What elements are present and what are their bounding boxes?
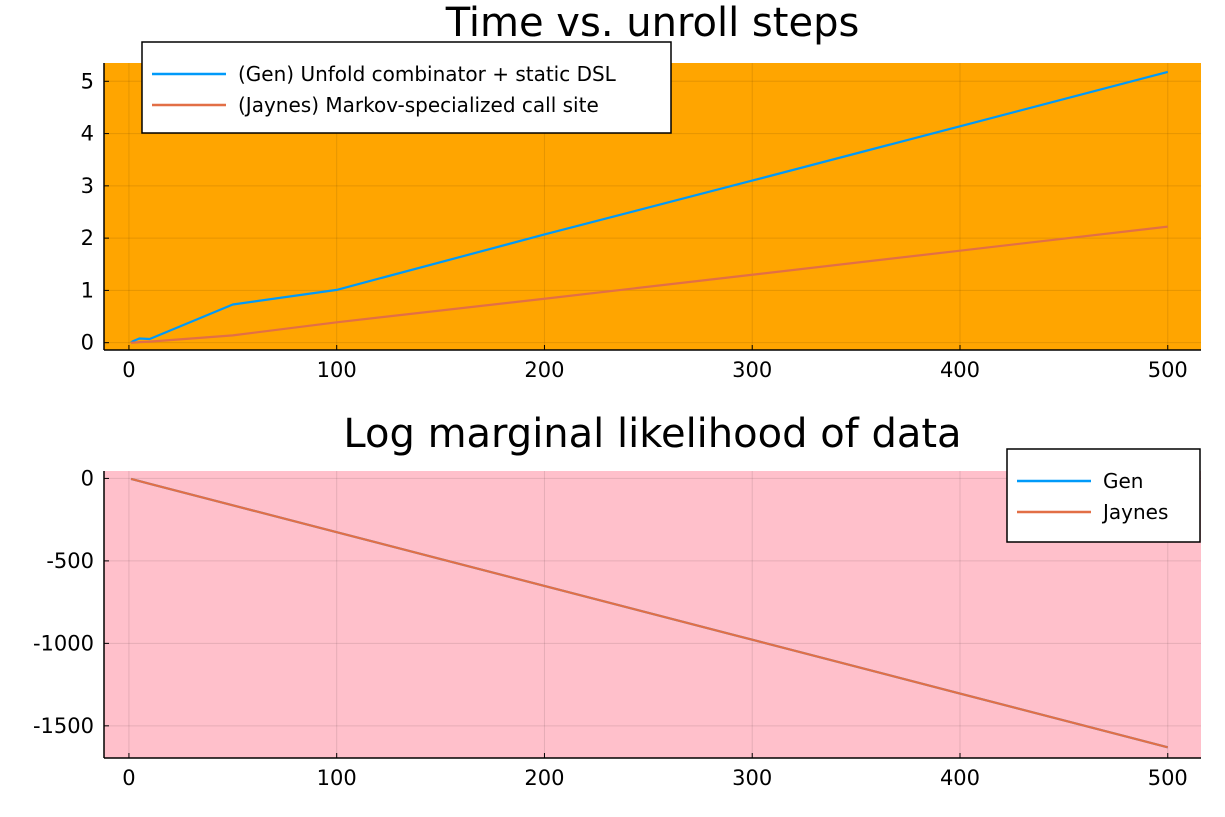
x-tick-label: 200 <box>524 766 564 790</box>
y-tick-label: 1 <box>81 278 94 302</box>
tick-labels: 0 100 200 300 400 500 0 -500 -1000 -1500 <box>33 466 1188 790</box>
series-lines <box>130 70 1169 344</box>
y-tick-label: -1500 <box>33 714 94 738</box>
x-tick-label: 100 <box>317 358 357 382</box>
time-panel: 0 100 200 300 400 500 0 1 2 3 4 5 Time vs. unroll s… <box>81 0 1201 382</box>
axes <box>103 63 1201 351</box>
y-tick-label: 2 <box>81 226 94 250</box>
axes <box>103 471 1201 759</box>
y-tick-label: 0 <box>81 466 94 490</box>
x-tick-label: 500 <box>1148 766 1188 790</box>
series-line-0 <box>130 70 1169 344</box>
legend: (Gen) Unfold combinator + static DSL (Ja… <box>141 41 672 134</box>
legend-label-jaynes-markov: (Jaynes) Markov-specialized call site <box>238 93 599 117</box>
legend: Gen Jaynes <box>1006 448 1201 543</box>
series-line-1 <box>130 477 1169 749</box>
y-tick-label: -1000 <box>33 631 94 655</box>
y-tick-label: -500 <box>46 549 94 573</box>
chart-title: Log marginal likelihood of data <box>343 411 961 457</box>
chart-title: Time vs. unroll steps <box>445 0 860 46</box>
x-tick-label: 200 <box>524 358 564 382</box>
legend-label-jaynes: Jaynes <box>1101 500 1168 524</box>
y-tick-label: 5 <box>81 69 94 93</box>
x-tick-label: 0 <box>122 358 135 382</box>
tick-labels: 0 100 200 300 400 500 0 1 2 3 4 5 <box>81 69 1188 382</box>
legend-box <box>141 41 672 134</box>
y-tick-label: 3 <box>81 174 94 198</box>
x-tick-label: 500 <box>1148 358 1188 382</box>
series-lines <box>130 477 1169 749</box>
legend-label-gen: Gen <box>1103 469 1143 493</box>
y-tick-label: 0 <box>81 331 94 355</box>
likelihood-panel: 0 100 200 300 400 500 0 -500 -1000 -1500 Log marg… <box>33 411 1201 790</box>
y-tick-label: 4 <box>81 122 94 146</box>
x-tick-label: 300 <box>732 766 772 790</box>
x-tick-label: 0 <box>122 766 135 790</box>
x-tick-label: 300 <box>732 358 772 382</box>
x-tick-label: 400 <box>940 358 980 382</box>
gridlines <box>104 471 1201 758</box>
legend-label-gen-unfold: (Gen) Unfold combinator + static DSL <box>238 62 617 86</box>
series-line-1 <box>131 225 1168 344</box>
x-tick-label: 100 <box>317 766 357 790</box>
legend-box <box>1006 448 1201 543</box>
x-tick-label: 400 <box>940 766 980 790</box>
